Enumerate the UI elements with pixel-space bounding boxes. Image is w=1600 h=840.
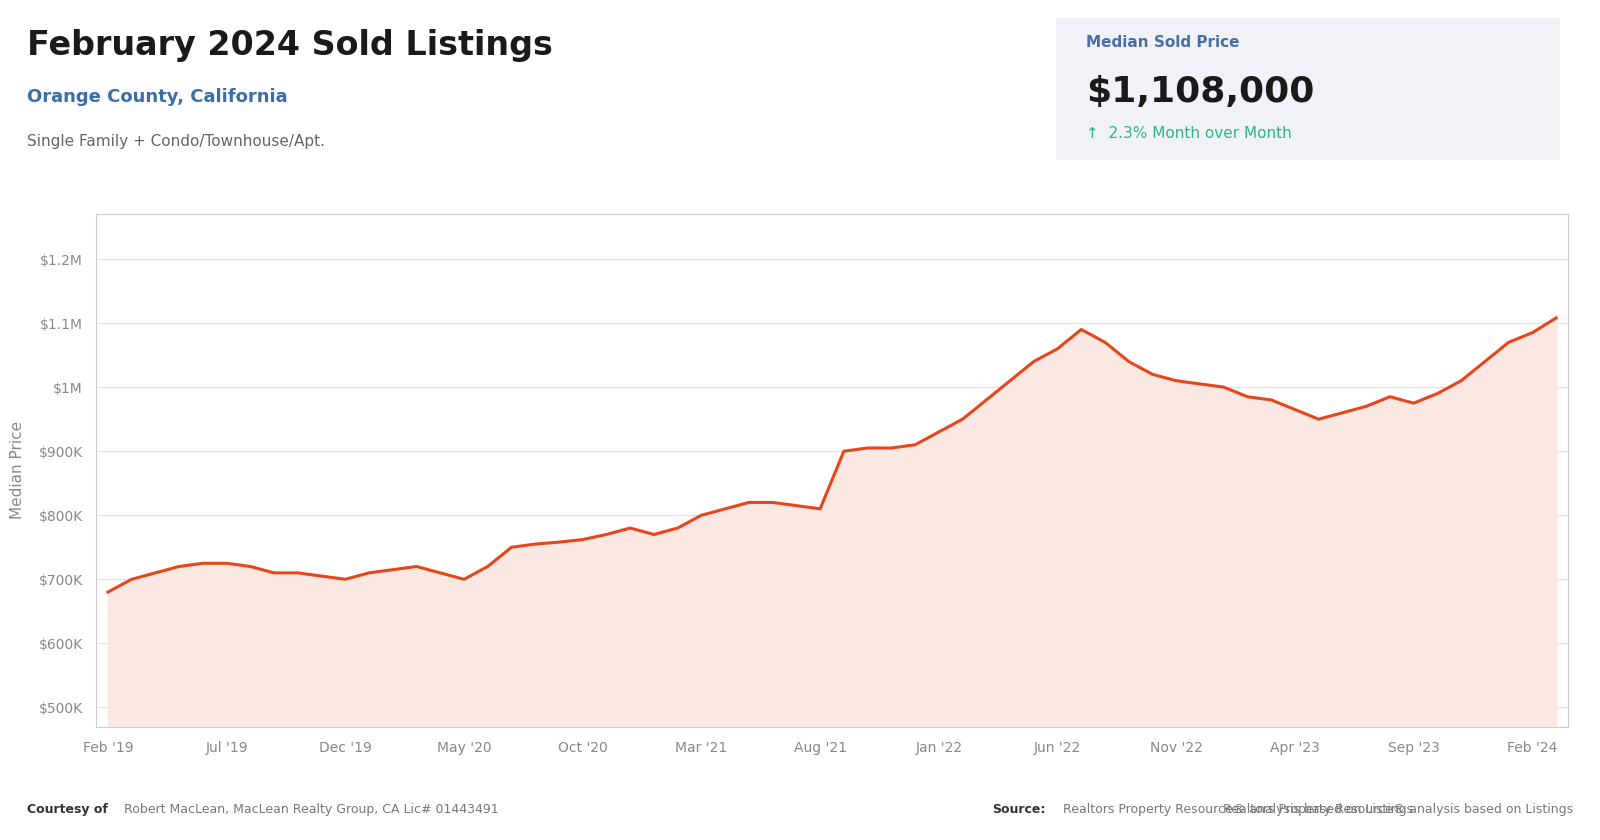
Text: Single Family + Condo/Townhouse/Apt.: Single Family + Condo/Townhouse/Apt. (27, 134, 325, 150)
Text: Source:: Source: (992, 804, 1045, 816)
Text: Median Sold Price: Median Sold Price (1086, 35, 1240, 50)
Text: Courtesy of: Courtesy of (27, 804, 109, 816)
Y-axis label: Median Price: Median Price (10, 422, 24, 519)
Text: February 2024 Sold Listings: February 2024 Sold Listings (27, 29, 554, 62)
Text: Robert MacLean, MacLean Realty Group, CA Lic# 01443491: Robert MacLean, MacLean Realty Group, CA… (120, 804, 499, 816)
Text: Orange County, California: Orange County, California (27, 88, 288, 106)
Text: Realtors Property Resource® analysis based on Listings: Realtors Property Resource® analysis bas… (1059, 804, 1413, 816)
Text: $1,108,000: $1,108,000 (1086, 75, 1315, 109)
Text: ↑  2.3% Month over Month: ↑ 2.3% Month over Month (1086, 126, 1291, 141)
Text: Realtors Property Resource® analysis based on Listings: Realtors Property Resource® analysis bas… (1219, 804, 1573, 816)
